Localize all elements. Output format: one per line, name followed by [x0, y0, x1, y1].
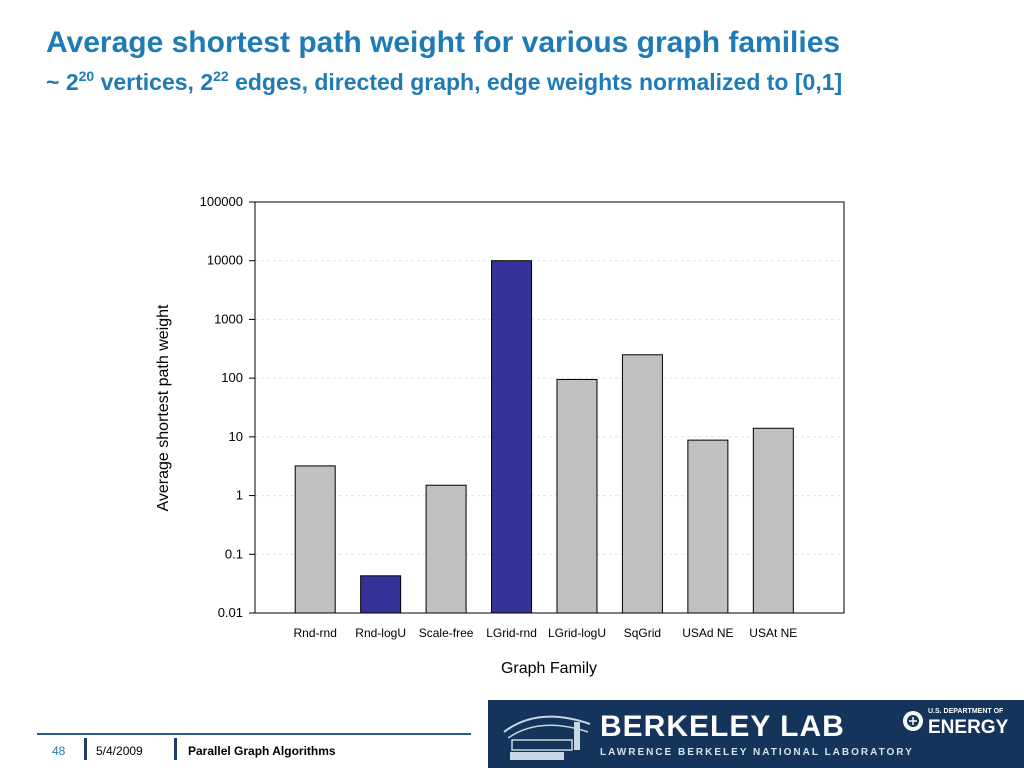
bar [621, 354, 663, 614]
footer-date: 5/4/2009 [96, 744, 143, 758]
x-tick-label: Scale-free [419, 626, 474, 640]
x-tick-label: SqGrid [624, 626, 661, 640]
subtitle-exponent-vertices: 20 [78, 68, 95, 84]
lab-name: BERKELEY LAB [600, 710, 845, 743]
subtitle-prefix: ~ 2 [46, 69, 79, 95]
lab-full-name: LAWRENCE BERKELEY NATIONAL LABORATORY [600, 747, 914, 758]
footer-divider [174, 738, 177, 760]
y-axis-title: Average shortest path weight [155, 304, 172, 512]
doe-seal-icon [903, 711, 923, 731]
bar [425, 484, 467, 614]
gridlines [255, 260, 844, 555]
x-tick-label: Rnd-rnd [294, 626, 337, 640]
y-tick-label: 0.1 [225, 546, 243, 561]
y-axis-ticks: 0.01 0.1 1 10 100 1000 10000 100000 [200, 194, 255, 620]
plot-area-frame [254, 201, 845, 614]
bar [752, 427, 794, 614]
slide-subtitle: ~ 220 vertices, 222 edges, directed grap… [46, 67, 1006, 97]
x-tick-label: LGrid-rnd [486, 626, 537, 640]
bar [556, 378, 598, 614]
x-axis-title: Graph Family [501, 660, 597, 677]
subtitle-exponent-edges: 22 [213, 68, 229, 84]
doe-label: U.S. DEPARTMENT OF [928, 708, 1004, 715]
bar [294, 465, 336, 614]
berkeley-lab-logo-icon [503, 715, 591, 760]
bar [491, 260, 533, 614]
y-tick-label: 10000 [207, 253, 243, 268]
slide-title: Average shortest path weight for various… [46, 26, 841, 59]
x-axis-ticks: Rnd-rnd Rnd-logU Scale-free LGrid-rnd LGrid-… [294, 626, 798, 640]
bars [294, 260, 794, 614]
x-tick-label: Rnd-logU [355, 626, 406, 640]
subtitle-suffix: edges, directed graph, edge weights norm… [228, 69, 843, 95]
berkeley-lab-banner: BERKELEY LAB LAWRENCE BERKELEY NATIONAL … [488, 700, 1024, 768]
y-tick-label: 0.01 [218, 605, 243, 620]
footer-talk-title: Parallel Graph Algorithms [188, 744, 336, 758]
subtitle-middle: vertices, 2 [94, 69, 214, 95]
y-tick-label: 100000 [200, 194, 243, 209]
page-number: 48 [52, 744, 66, 758]
y-tick-label: 100 [221, 370, 243, 385]
bar [360, 575, 402, 614]
x-tick-label: USAt NE [749, 626, 797, 640]
footer-divider [84, 738, 87, 760]
doe-energy-word: ENERGY [928, 717, 1009, 738]
x-tick-label: USAd NE [682, 626, 733, 640]
x-tick-label: LGrid-logU [548, 626, 606, 640]
bar [687, 439, 729, 614]
y-tick-label: 1 [236, 488, 243, 503]
footer-rule [37, 733, 471, 735]
y-tick-label: 10 [229, 429, 243, 444]
y-tick-label: 1000 [214, 311, 243, 326]
